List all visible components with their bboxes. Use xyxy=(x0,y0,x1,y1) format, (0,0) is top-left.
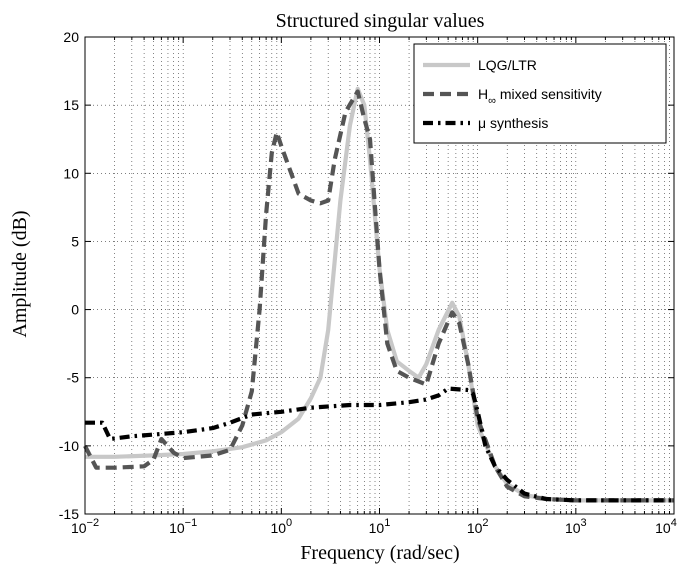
legend-label-3: μ synthesis xyxy=(478,115,548,131)
x-tick-label-base: 10 xyxy=(565,520,581,536)
y-tick-label: 5 xyxy=(71,233,79,249)
x-tick-label-exponent: 0 xyxy=(286,517,292,529)
legend: LQG/LTR H∞ mixed sensitivity μ synthesis xyxy=(413,43,667,144)
axis-ticks xyxy=(84,36,675,515)
x-tick-label-base: 10 xyxy=(71,520,87,536)
x-tick-label-exponent: 1 xyxy=(384,517,390,529)
chart-title: Structured singular values xyxy=(276,10,485,32)
legend-label-2: H∞ mixed sensitivity xyxy=(478,86,602,107)
x-tick-label-base: 10 xyxy=(169,520,185,536)
y-tick-label: 10 xyxy=(63,165,79,181)
x-tick-label: 103 xyxy=(565,517,587,536)
y-axis-tick-labels: 20 15 10 5 0 -5 -10 -15 xyxy=(59,29,79,522)
x-tick-label-exponent: 4 xyxy=(671,517,677,529)
x-tick-label-base: 10 xyxy=(270,520,286,536)
x-tick-label: 104 xyxy=(655,517,677,536)
y-tick-label: -15 xyxy=(59,506,79,522)
series-line-2 xyxy=(83,89,674,503)
x-tick-label-base: 10 xyxy=(467,520,483,536)
x-tick-label-exponent: 3 xyxy=(581,517,587,529)
y-tick-label: -10 xyxy=(59,438,79,454)
x-tick-label: 101 xyxy=(369,517,391,536)
y-tick-label: 20 xyxy=(63,29,79,45)
legend-label-prefix: H xyxy=(478,86,488,102)
y-axis-label: Amplitude (dB) xyxy=(9,210,31,337)
x-tick-label: 100 xyxy=(270,517,292,536)
x-tick-label: 102 xyxy=(467,517,489,536)
x-tick-label: 10−2 xyxy=(71,517,99,536)
x-tick-label-exponent: 2 xyxy=(482,517,488,529)
x-axis-tick-labels: 10−2 10−1 100 101 102 103 104 xyxy=(71,517,677,536)
x-axis-label: Frequency (rad/sec) xyxy=(300,542,459,564)
y-tick-label: -5 xyxy=(67,370,80,386)
y-tick-label: 15 xyxy=(63,97,79,113)
legend-label-subscript: ∞ xyxy=(488,95,496,107)
x-tick-label-base: 10 xyxy=(369,520,385,536)
series-line-3 xyxy=(85,386,674,503)
legend-label-main: mixed sensitivity xyxy=(496,86,602,102)
x-tick-label: 10−1 xyxy=(169,517,197,536)
x-tick-label-exponent: −2 xyxy=(87,517,100,529)
x-tick-label-base: 10 xyxy=(655,520,671,536)
y-tick-label: 0 xyxy=(71,302,79,318)
legend-label-1: LQG/LTR xyxy=(478,57,537,73)
legend-label-main: μ synthesis xyxy=(478,115,548,131)
legend-label-main: LQG/LTR xyxy=(478,57,537,73)
legend-box xyxy=(413,43,667,144)
x-tick-label-exponent: −1 xyxy=(185,517,198,529)
series-layer xyxy=(83,86,674,503)
